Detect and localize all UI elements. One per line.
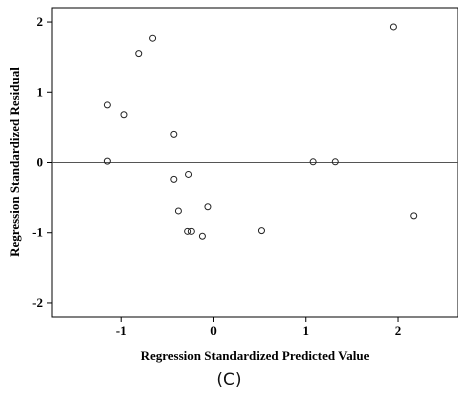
- y-tick-label: 0: [37, 155, 44, 170]
- scatter-point: [309, 158, 317, 166]
- scatter-point: [184, 227, 192, 235]
- data-points: [103, 23, 418, 240]
- scatter-point: [149, 34, 157, 42]
- scatter-point: [120, 111, 128, 119]
- scatter-point: [174, 207, 182, 215]
- x-tick-label: -1: [116, 323, 127, 338]
- y-axis-label: Regression Standardized Residual: [7, 67, 22, 257]
- y-tick-label: 1: [37, 84, 44, 99]
- scatter-point: [331, 158, 339, 166]
- scatter-point: [103, 101, 111, 109]
- y-tick-label: -1: [32, 225, 43, 240]
- scatter-point: [170, 130, 178, 138]
- y-axis-ticks: -2 -1 0 1 2: [32, 14, 52, 310]
- scatter-point: [198, 232, 206, 240]
- y-tick-label: 2: [37, 14, 44, 29]
- scatter-point: [135, 50, 143, 58]
- figure-caption: (C): [216, 370, 242, 390]
- y-tick-label: -2: [32, 295, 43, 310]
- scatter-point: [103, 157, 111, 165]
- x-axis-label: Regression Standardized Predicted Value: [141, 348, 370, 363]
- scatter-point: [187, 227, 195, 235]
- scatter-point: [185, 170, 193, 178]
- x-tick-label: 2: [395, 323, 402, 338]
- scatter-point: [170, 175, 178, 183]
- scatter-point: [204, 203, 212, 211]
- x-tick-label: 1: [303, 323, 310, 338]
- scatter-point: [389, 23, 397, 31]
- x-axis-ticks: -1 0 1 2: [116, 317, 401, 338]
- x-tick-label: 0: [210, 323, 217, 338]
- scatter-point: [257, 227, 265, 235]
- scatter-point: [410, 212, 418, 220]
- scatter-chart: -1 0 1 2 -2 -1 0 1 2 Regression Standardized Pr…: [7, 7, 458, 363]
